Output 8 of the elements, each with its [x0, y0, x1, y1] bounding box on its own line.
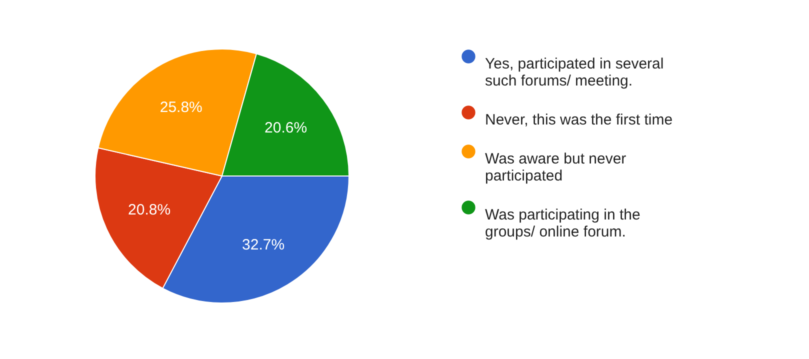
legend-label: Was participating in the groups/ online forum.	[485, 206, 640, 240]
data-label: 25.8%	[160, 99, 202, 116]
data-label: 20.6%	[264, 120, 308, 137]
data-label: 32.7%	[242, 236, 285, 254]
legend-label: Yes, participated in several such forums/ meeting.	[485, 56, 664, 90]
legend-label: Never, this was the first time	[485, 112, 673, 128]
legend-label: Was aware but never participated	[485, 150, 626, 184]
data-label: 20.8%	[128, 201, 171, 218]
